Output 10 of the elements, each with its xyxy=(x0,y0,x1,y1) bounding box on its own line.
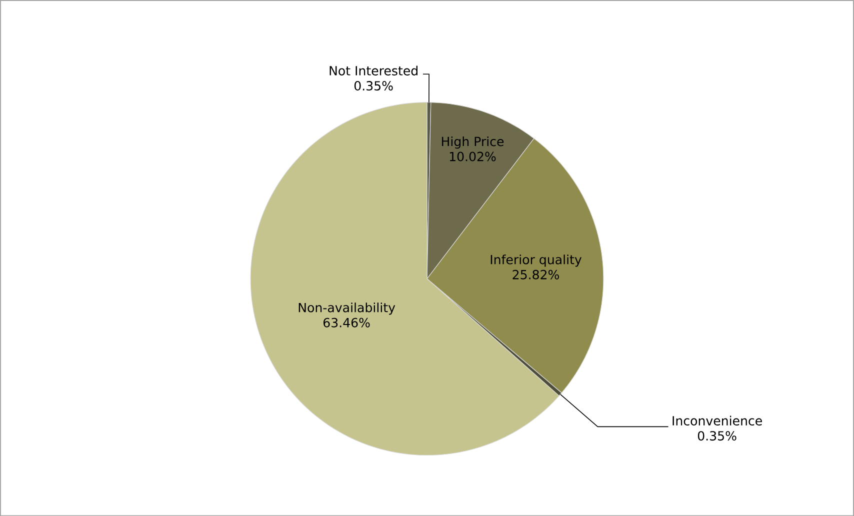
slice-label: Inferior quality xyxy=(490,254,582,267)
data-label: 10.02% xyxy=(450,152,496,162)
data-label: 25.82% xyxy=(512,270,559,280)
slice-label: Not Interested xyxy=(330,66,418,76)
slice-label: Non-availability xyxy=(298,302,396,315)
slice-label: Inconvenience xyxy=(672,416,762,426)
data-label: 63.46% xyxy=(324,318,370,328)
data-label: 0.35% xyxy=(354,80,393,90)
data-label: 0.35% xyxy=(698,430,736,440)
slice-label: High Price xyxy=(442,136,504,149)
